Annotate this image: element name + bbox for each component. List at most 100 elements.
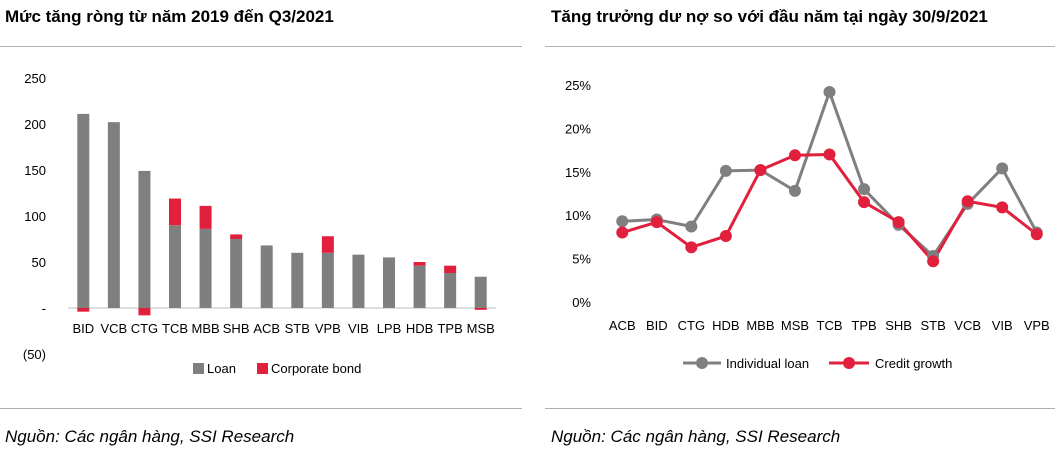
bar-bond-tcb (169, 198, 181, 226)
line-chart-panel: 0% 5% 10% 15% 20% 25% ACB BID CTG HDB MBB MSB TCB TPB… (545, 48, 1055, 398)
point-credit-growth (616, 226, 629, 239)
legend-marker-individual-loan (696, 357, 708, 369)
right-title-rule (545, 46, 1055, 47)
x-tick-label: VIB (348, 321, 369, 336)
bar-loan-msb (474, 276, 487, 308)
bar-loan-vpb (321, 252, 334, 308)
bar-loan-stb (291, 252, 304, 308)
point-individual-loan (719, 164, 732, 177)
legend-label-corporate-bond: Corporate bond (271, 361, 361, 376)
x-tick-label: TPB (851, 318, 876, 333)
x-tick-label: SHB (885, 318, 912, 333)
x-tick-label: MBB (191, 321, 219, 336)
point-individual-loan (788, 184, 801, 197)
x-tick-label: ACB (609, 318, 636, 333)
point-credit-growth (788, 149, 801, 162)
x-tick-label: HDB (406, 321, 433, 336)
series-line-individual-loan (622, 90, 1039, 258)
point-credit-growth (823, 148, 836, 161)
series-line-credit-growth (621, 152, 1038, 263)
y-tick-label: 200 (24, 117, 46, 132)
y-tick-label: 50 (32, 255, 46, 270)
x-tick-label: ACB (253, 321, 280, 336)
point-credit-growth (996, 201, 1009, 214)
x-tick-label: VPB (1024, 318, 1050, 333)
bar-bond-ctg (138, 308, 151, 316)
left-source: Nguồn: Các ngân hàng, SSI Research (5, 427, 295, 446)
x-tick-label: CTG (131, 321, 158, 336)
point-individual-loan (858, 183, 871, 196)
point-credit-growth (961, 195, 974, 208)
x-tick-label: MBB (746, 318, 774, 333)
bar-loan-acb (260, 245, 273, 308)
bar-loan-tcb (169, 225, 181, 308)
x-tick-label: VIB (992, 318, 1013, 333)
x-tick-label: BID (72, 321, 94, 336)
x-tick-label: TPB (437, 321, 462, 336)
right-source-rule (545, 408, 1055, 409)
x-tick-label: MSB (781, 318, 809, 333)
y-tick-label: 25% (565, 78, 591, 93)
left-chart-title: Mức tăng ròng từ năm 2019 đến Q3/2021 (5, 7, 334, 26)
point-credit-growth (719, 230, 732, 243)
bar-loan-tpb (444, 273, 457, 308)
left-title-rule (0, 46, 522, 47)
point-individual-loan (823, 85, 836, 98)
bar-loan-mbb (199, 228, 212, 308)
right-chart-title: Tăng trưởng dư nợ so với đầu năm tại ngà… (551, 7, 988, 26)
bar-loan-hdb (413, 265, 426, 308)
bar-loan-lpb (383, 257, 395, 308)
legend-marker-credit-growth (843, 357, 855, 369)
y-tick-label: 250 (24, 71, 46, 86)
bar-chart: 250 200 150 100 50 - (50) BID VCB CTG TCB MBB SHB ACB… (23, 71, 496, 376)
x-tick-label: LPB (377, 321, 402, 336)
legend-label-individual-loan: Individual loan (726, 356, 809, 371)
point-individual-loan (685, 220, 698, 233)
legend-swatch-corporate-bond (257, 363, 268, 374)
y-tick-label: 0% (572, 295, 591, 310)
x-tick-label: VCB (100, 321, 127, 336)
point-individual-loan (616, 215, 629, 228)
x-tick-label: STB (285, 321, 310, 336)
bar-bond-hdb (413, 262, 426, 266)
point-credit-growth (927, 255, 940, 268)
x-tick-label: HDB (712, 318, 739, 333)
x-tick-label: MSB (467, 321, 495, 336)
y-tick-label: (50) (23, 347, 46, 362)
legend-label-credit-growth: Credit growth (875, 356, 952, 371)
bar-bond-msb (474, 308, 487, 310)
bar-bond-shb (230, 234, 243, 239)
line-chart: 0% 5% 10% 15% 20% 25% ACB BID CTG HDB MBB MSB TCB TPB… (565, 78, 1050, 371)
bar-chart-panel: 250 200 150 100 50 - (50) BID VCB CTG TCB MBB SHB ACB… (0, 48, 527, 398)
x-tick-label: BID (646, 318, 668, 333)
point-credit-growth (650, 216, 663, 229)
bar-loan-vcb (107, 122, 120, 308)
point-credit-growth (754, 164, 767, 177)
point-credit-growth (1030, 228, 1043, 241)
bar-loan-shb (230, 239, 243, 308)
x-tick-label: VPB (315, 321, 341, 336)
y-tick-label: 15% (565, 165, 591, 180)
point-credit-growth (858, 196, 871, 209)
x-tick-label: CTG (678, 318, 705, 333)
y-tick-label: 5% (572, 252, 591, 267)
bar-bond-bid (77, 308, 90, 312)
bar-bond-tpb (444, 265, 457, 274)
point-individual-loan (996, 162, 1009, 175)
legend-swatch-loan (193, 363, 204, 374)
y-tick-label: 150 (24, 163, 46, 178)
x-tick-label: SHB (223, 321, 250, 336)
point-credit-growth (892, 216, 905, 229)
bar-loan-ctg (138, 170, 151, 308)
y-tick-label: 20% (565, 121, 591, 136)
legend-label-loan: Loan (207, 361, 236, 376)
left-source-rule (0, 408, 522, 409)
bar-bond-mbb (199, 205, 212, 229)
bar-loan-bid (77, 113, 90, 308)
y-tick-label: 10% (565, 208, 591, 223)
right-source: Nguồn: Các ngân hàng, SSI Research (551, 427, 841, 446)
x-tick-label: TCB (162, 321, 188, 336)
x-tick-label: VCB (954, 318, 981, 333)
bar-bond-vpb (321, 236, 334, 253)
y-tick-label: - (42, 301, 46, 316)
